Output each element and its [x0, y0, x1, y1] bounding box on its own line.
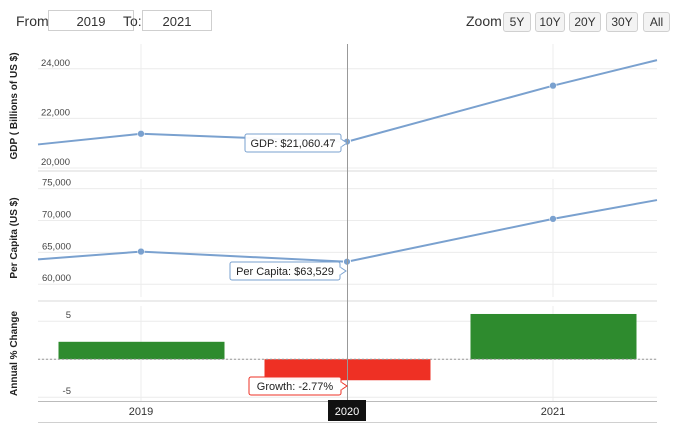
x-tick-label: 2019 — [129, 406, 153, 418]
y-tick-label: 22,000 — [41, 107, 70, 118]
y-axis-title: Per Capita (US $) — [9, 197, 20, 278]
y-tick-label: 70,000 — [42, 209, 71, 220]
to-year-input[interactable]: 2021 — [142, 10, 212, 31]
y-tick-label: 75,000 — [42, 178, 71, 189]
to-label: To: — [123, 13, 142, 29]
x-tick-label: 2021 — [541, 406, 565, 418]
data-point — [137, 247, 145, 256]
growth-tooltip: Growth: -2.77% — [257, 381, 334, 393]
bar — [58, 341, 225, 360]
data-point — [549, 215, 557, 223]
zoom-20y-button[interactable]: 20Y — [569, 12, 601, 32]
zoom-30y-button[interactable]: 30Y — [606, 12, 638, 32]
growth-tooltip-pointer — [340, 381, 348, 391]
y-tick-label: -5 — [63, 386, 71, 397]
range-toolbar: From: 2019 To: 2021 Zoom: 5Y 10Y 20Y 30Y… — [0, 0, 680, 36]
data-point — [137, 130, 145, 138]
y-axis-title: Annual % Change — [9, 311, 20, 396]
gdp-tooltip: GDP: $21,060.47 — [250, 138, 335, 150]
y-tick-label: 60,000 — [42, 273, 71, 284]
per-capita-tooltip-pointer — [339, 266, 347, 276]
y-tick-label: 24,000 — [41, 58, 70, 69]
x-highlight-box — [328, 400, 366, 421]
zoom-10y-button[interactable]: 10Y — [535, 12, 565, 32]
from-year-input[interactable]: 2019 — [48, 10, 134, 31]
data-point — [549, 82, 557, 90]
y-axis-title: GDP ( Billions of US $) — [9, 52, 20, 159]
y-tick-label: 20,000 — [41, 157, 70, 168]
per-capita-tooltip: Per Capita: $63,529 — [236, 266, 334, 278]
zoom-5y-button[interactable]: 5Y — [503, 12, 531, 32]
zoom-label: Zoom: — [466, 13, 506, 29]
zoom-all-button[interactable]: All — [643, 12, 670, 32]
y-tick-label: 5 — [66, 310, 71, 321]
bar — [470, 313, 637, 360]
y-tick-label: 65,000 — [42, 241, 71, 252]
x-tick-label: 2020 — [335, 406, 359, 418]
from-label: From: — [16, 13, 53, 29]
